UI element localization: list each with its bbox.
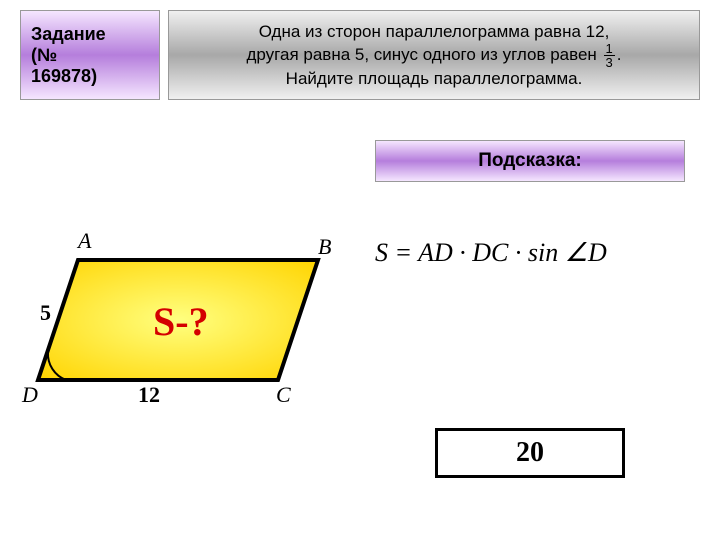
vertex-b: B (318, 234, 331, 259)
problem-statement-box: Одна из сторон параллелограмма равна 12,… (168, 10, 700, 100)
problem-text: Одна из сторон параллелограмма равна 12,… (246, 22, 621, 89)
answer-box: 20 (435, 428, 625, 478)
task-label-1: Задание (31, 24, 149, 45)
parallelogram-diagram: A B C D 5 12 S-? (18, 200, 358, 410)
fraction-one-third: 1 3 (604, 42, 615, 69)
area-formula: S = AD · DC · sin ∠D (375, 238, 607, 268)
vertex-d: D (21, 382, 38, 407)
task-number-box: Задание (№ 169878) (20, 10, 160, 100)
hint-button[interactable]: Подсказка: (375, 140, 685, 182)
area-question: S-? (153, 299, 209, 344)
vertex-c: C (276, 382, 291, 407)
vertex-a: A (76, 228, 92, 253)
answer-value: 20 (516, 437, 544, 469)
side-5: 5 (40, 300, 51, 325)
side-12: 12 (138, 382, 160, 407)
task-label-3: 169878) (31, 66, 149, 87)
hint-label: Подсказка: (478, 150, 582, 172)
task-label-2: (№ (31, 45, 149, 66)
